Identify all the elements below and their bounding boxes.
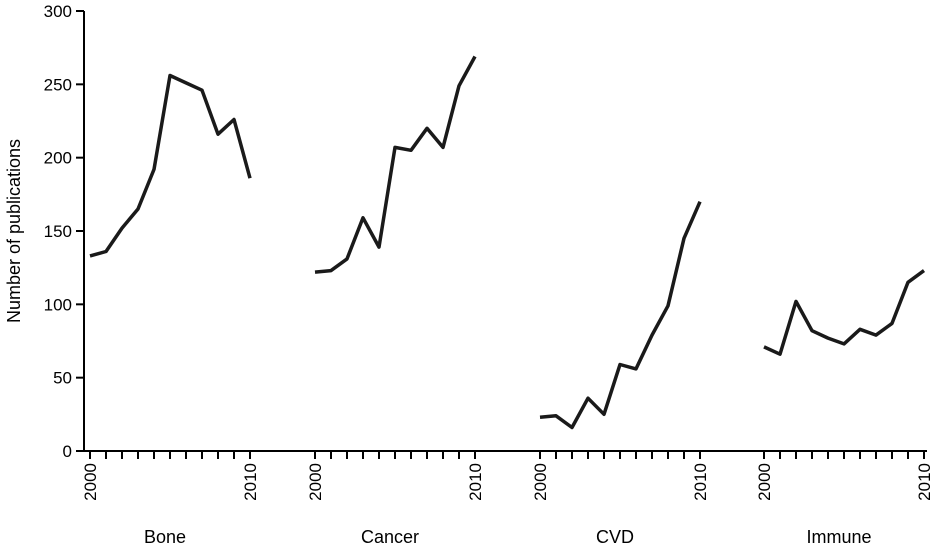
x-tick-label: 2010 (241, 463, 260, 501)
group-label: Cancer (361, 527, 419, 547)
series-line-cancer (314, 55, 477, 274)
y-tick-label: 50 (53, 369, 72, 388)
x-tick-label: 2000 (306, 463, 325, 501)
y-tick-label: 100 (44, 295, 72, 314)
group-label: Bone (144, 527, 186, 547)
group-label: CVD (596, 527, 634, 547)
group-label: Immune (806, 527, 871, 547)
y-tick-label: 150 (44, 222, 72, 241)
y-axis-label: Number of publications (4, 139, 24, 323)
y-axis: 0 50 100 150 200 250 300 (44, 2, 85, 461)
x-tick-label: 2010 (466, 463, 485, 501)
x-axis: 2000 2010 2000 2010 2000 2010 2000 2010 (81, 450, 934, 501)
group-labels: Bone Cancer CVD Immune (144, 527, 872, 547)
series-line-cvd (539, 200, 702, 430)
x-tick-label: 2000 (81, 463, 100, 501)
x-tick-label: 2000 (531, 463, 550, 501)
series-line-immune (763, 269, 926, 356)
x-tick-label: 2010 (691, 463, 710, 501)
x-tick-label: 2000 (755, 463, 774, 501)
y-tick-label: 250 (44, 75, 72, 94)
y-tick-label: 200 (44, 149, 72, 168)
series-lines (89, 55, 926, 430)
x-tick-label: 2010 (915, 463, 934, 501)
series-line-bone (89, 73, 252, 258)
y-tick-label: 0 (63, 442, 72, 461)
y-tick-label: 300 (44, 2, 72, 21)
